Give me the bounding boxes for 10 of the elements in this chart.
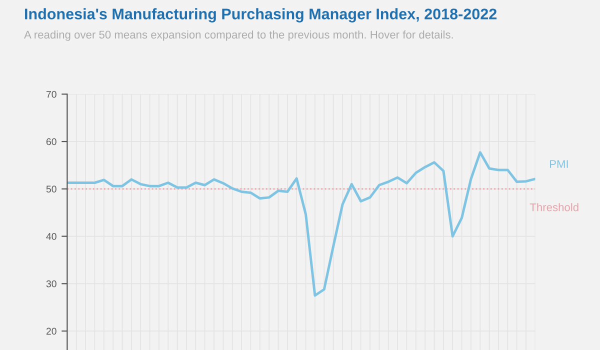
series-label: PMI [550, 160, 568, 168]
chart-subtitle: A reading over 50 means expansion compared to the previous month. Hover for details. [24, 30, 453, 41]
y-tick-label: 30 [46, 280, 56, 288]
y-tick-label: 50 [46, 186, 56, 193]
y-tick-label: 20 [46, 328, 56, 335]
ref-line-label: Threshold [530, 203, 578, 212]
y-tick-label: 60 [46, 138, 56, 146]
chart-title: Indonesia's Manufacturing Purchasing Manager Index, 2018-2022 [25, 8, 497, 22]
y-tick-label: 70 [46, 90, 56, 98]
y-tick-label: 40 [46, 233, 56, 240]
